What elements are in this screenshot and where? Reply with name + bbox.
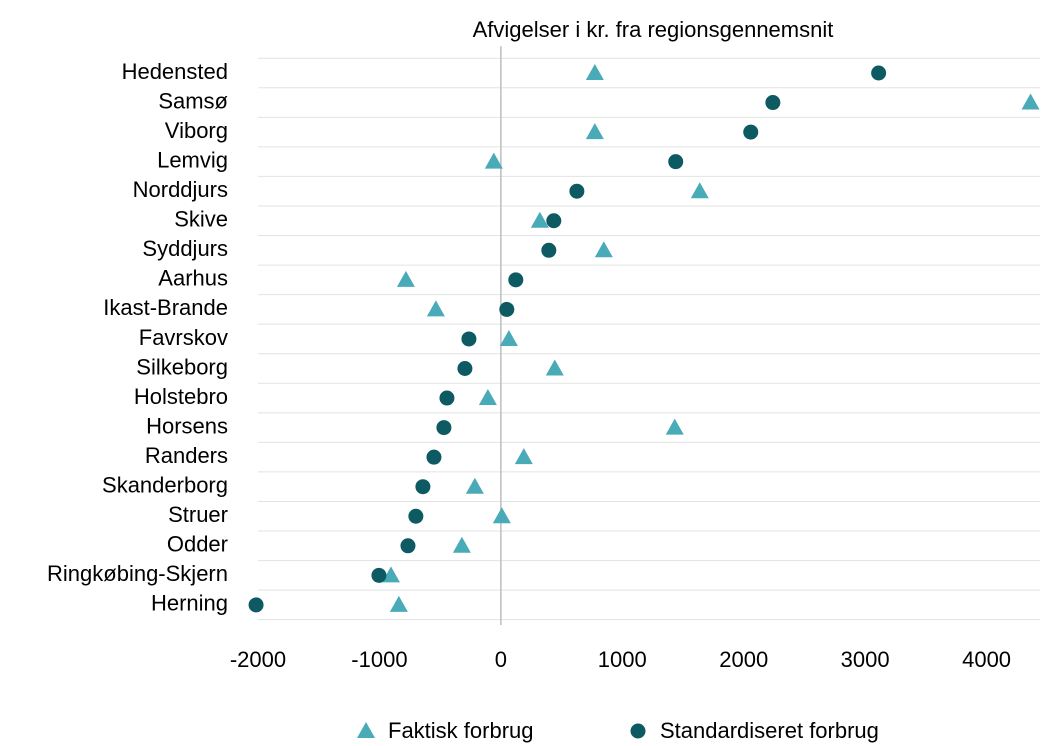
data-point	[541, 242, 557, 258]
y-tick-label: Hedensted	[122, 59, 228, 84]
y-tick-label: Ikast-Brande	[103, 295, 228, 320]
y-tick-label: Samsø	[158, 88, 228, 113]
x-tick-label: -2000	[230, 647, 286, 672]
x-tick-label: -1000	[351, 647, 407, 672]
y-tick-label: Holstebro	[134, 384, 228, 409]
y-tick-label: Horsens	[146, 413, 228, 438]
legend-label: Standardiseret forbrug	[660, 718, 879, 743]
data-point	[1021, 93, 1040, 110]
data-point	[408, 508, 424, 524]
data-point	[452, 536, 471, 553]
data-point	[478, 389, 497, 406]
legend-label: Faktisk forbrug	[388, 718, 534, 743]
data-point	[499, 329, 518, 346]
data-point	[396, 270, 415, 287]
data-point	[436, 420, 452, 436]
data-point	[426, 449, 442, 465]
data-point	[426, 300, 445, 317]
chart-title: Afvigelser i kr. fra regionsgennemsnit	[473, 17, 834, 42]
data-point	[465, 477, 484, 494]
y-tick-label: Skanderborg	[102, 473, 228, 498]
data-point	[508, 272, 524, 288]
data-point	[765, 95, 781, 111]
data-point	[594, 241, 613, 258]
x-tick-label: 1000	[598, 647, 647, 672]
y-tick-label: Randers	[145, 443, 228, 468]
data-point	[871, 65, 887, 81]
data-point	[457, 361, 473, 376]
y-tick-label: Viborg	[165, 118, 228, 143]
data-point	[439, 390, 455, 406]
data-point	[514, 448, 533, 465]
data-point	[545, 359, 564, 376]
data-point	[248, 597, 264, 613]
x-tick-label: 2000	[719, 647, 768, 672]
data-point	[585, 64, 604, 80]
data-point	[665, 418, 684, 435]
data-point	[415, 479, 431, 495]
y-tick-label: Favrskov	[139, 325, 228, 350]
legend-marker	[357, 722, 375, 738]
data-point	[530, 211, 549, 228]
data-point	[389, 595, 408, 612]
y-tick-label: Norddjurs	[133, 177, 228, 202]
x-tick-label: 0	[495, 647, 507, 672]
y-tick-label: Syddjurs	[142, 236, 228, 261]
data-point	[569, 183, 585, 199]
legend-marker	[630, 723, 646, 739]
data-point	[499, 301, 515, 317]
data-point	[546, 213, 562, 229]
x-tick-label: 3000	[841, 647, 890, 672]
data-point	[585, 123, 604, 140]
x-tick-label: 4000	[962, 647, 1011, 672]
data-point	[371, 567, 387, 583]
data-point	[492, 507, 511, 524]
data-point	[461, 331, 477, 347]
y-tick-label: Struer	[168, 502, 228, 527]
data-point	[668, 154, 684, 170]
data-point	[484, 152, 503, 169]
data-point	[381, 566, 400, 583]
data-point	[400, 538, 416, 554]
y-tick-label: Herning	[151, 591, 228, 616]
y-tick-label: Silkeborg	[136, 354, 228, 379]
y-tick-label: Aarhus	[158, 266, 228, 291]
data-point	[743, 124, 759, 140]
data-point	[690, 182, 709, 199]
y-tick-label: Ringkøbing-Skjern	[47, 561, 228, 586]
y-tick-label: Lemvig	[157, 147, 228, 172]
y-tick-label: Skive	[174, 207, 228, 232]
y-tick-label: Odder	[167, 532, 228, 557]
